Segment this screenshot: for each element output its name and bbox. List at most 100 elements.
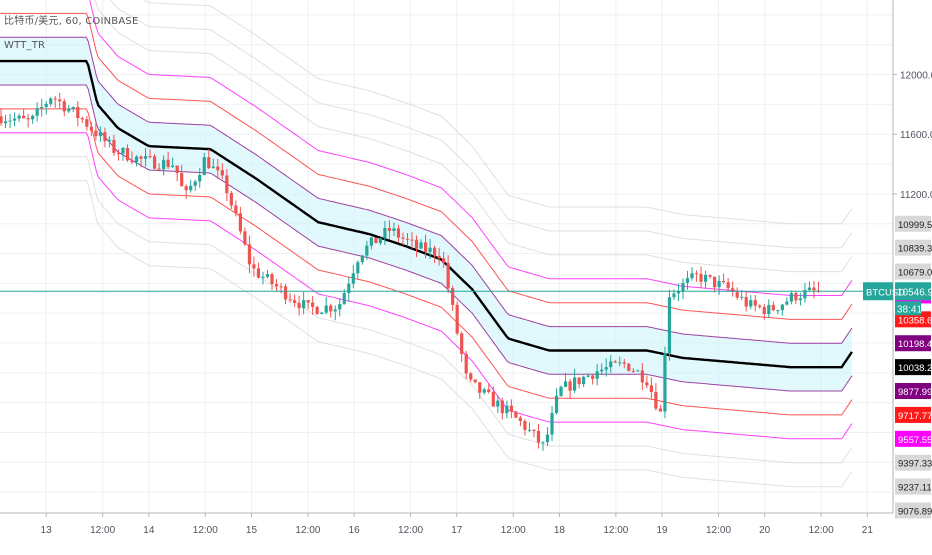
candle-body [44,103,48,108]
band-line [0,84,853,392]
candle-body [189,185,193,191]
candle-body [744,296,748,307]
candle-body [130,160,134,163]
candle-body [663,353,667,412]
candle-body [365,245,369,256]
candle-body [107,139,112,142]
candle-body [685,278,690,283]
level-badge [895,263,931,280]
candle-body [600,369,604,372]
candle-body [554,395,559,413]
candle-body [184,186,188,191]
candle-body [229,193,233,206]
candle-body [202,157,206,175]
y-tick-label: 11200.00 [900,190,932,201]
candle-body [803,290,807,299]
candle-body [532,429,536,431]
candle-body [491,392,495,407]
candle-body [478,382,482,393]
candle-body [342,293,346,305]
candle-body [423,242,428,252]
level-badge [895,359,931,376]
candle-body [288,299,292,301]
candle-body [780,304,784,311]
candle-body [451,288,455,305]
candle-body [676,291,681,294]
candle-body [559,386,563,396]
candle-body [31,115,35,120]
level-badge-label: 9877.99 [898,387,932,398]
candle-body [789,293,793,302]
candle-body [274,284,279,287]
candle-body [473,379,477,383]
candle-body [545,434,550,443]
candle-body [374,237,378,244]
last-price-badge [895,282,931,301]
band-line [94,0,853,273]
candle-body [550,412,554,435]
candle-body [225,175,229,194]
candle-body [35,108,39,116]
candle-body [360,255,364,263]
candle-body [649,385,653,392]
candle-body [220,170,224,176]
candle-body [279,286,283,288]
candle-body [80,118,84,120]
y-tick-label: 12000.00 [900,71,932,82]
candle-body [432,247,437,256]
candle-body [410,239,414,241]
candle-body [735,291,739,298]
candle-body [392,228,396,231]
candle-body [437,255,441,259]
countdown-label: 38:41 [897,304,922,315]
candle-body [740,296,744,298]
candle-body [505,405,509,414]
candle-body [654,391,658,409]
x-tick-label: 12:00 [809,525,834,536]
candle-body [26,118,30,120]
candle-body [645,382,649,386]
candle-body [658,408,663,412]
candle-body [175,165,179,174]
candle-body [302,300,306,309]
candle-body [762,307,766,315]
candle-body [125,147,130,161]
candle-body [613,361,617,363]
candle-body [694,273,699,275]
candle-body [338,304,342,310]
x-tick-label: 12:00 [501,525,526,536]
band-line [0,36,853,344]
candle-body [152,156,157,169]
last-price-label: 10546.91 [897,287,932,298]
candle-body [577,377,581,385]
candle-body [261,276,265,278]
candle-body [157,168,161,170]
candle-body [256,268,261,278]
candle-body [767,304,771,315]
candle-body [672,293,676,298]
candle-body [171,165,175,167]
candle-body [292,300,297,303]
x-tick-label: 12:00 [706,525,731,536]
x-tick-label: 12:00 [193,525,218,536]
candle-body [17,115,21,119]
candle-body [270,274,274,285]
level-badge [895,311,931,328]
candle-body [636,370,640,372]
candle-body [523,421,527,430]
candle-body [143,156,148,159]
candle-body [771,304,775,311]
candle-body [460,333,464,354]
candle-body [311,302,315,307]
candle-body [378,238,382,244]
level-badge-label: 10038.21 [898,363,932,374]
candle-body [62,101,66,112]
candle-body [306,300,310,303]
candle-body [112,139,116,153]
candle-body [509,405,513,412]
candle-body [94,130,98,137]
candle-body [53,98,57,100]
x-tick-label: 12:00 [603,525,628,536]
candle-body [198,174,202,182]
